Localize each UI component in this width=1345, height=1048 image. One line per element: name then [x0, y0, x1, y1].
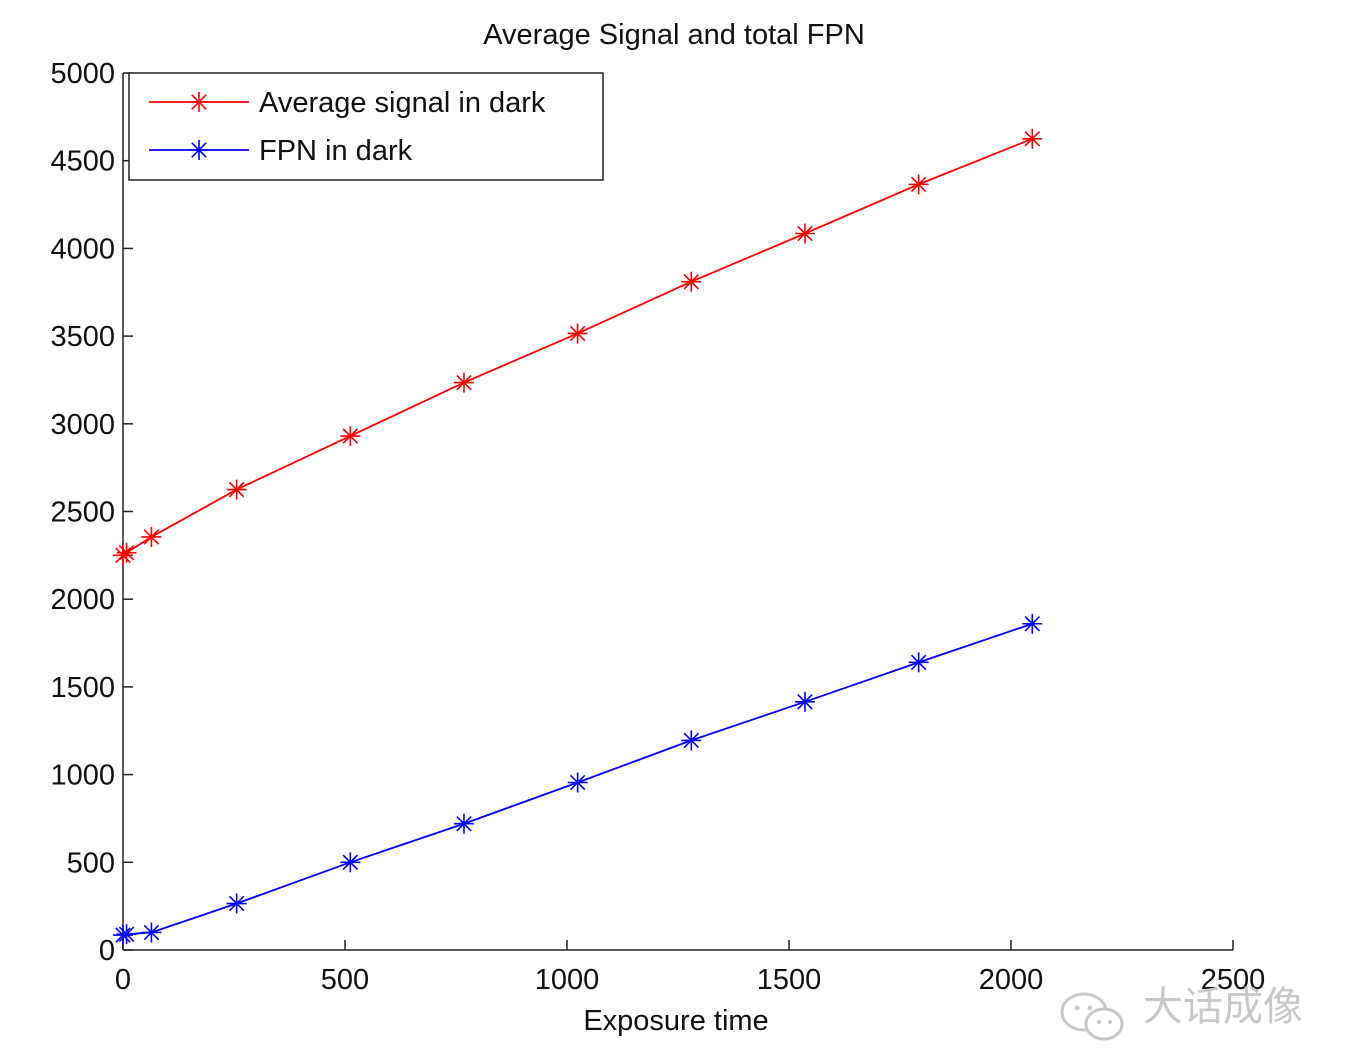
legend-label: FPN in dark: [259, 135, 413, 167]
watermark-text: 大话成像: [1143, 984, 1303, 1030]
data-point: [340, 426, 361, 447]
data-point: [567, 772, 588, 793]
x-tick-label: 0: [115, 964, 131, 996]
legend-marker: [189, 92, 209, 112]
y-tick-label: 0: [99, 935, 115, 967]
y-tick-label: 2500: [50, 497, 115, 529]
data-point: [141, 526, 162, 547]
data-point: [908, 174, 929, 195]
legend: Average signal in dark FPN in dark: [128, 72, 604, 181]
y-tick-label: 1000: [50, 760, 115, 792]
watermark: 大话成像: [1060, 984, 1303, 1041]
data-point: [116, 542, 137, 563]
data-point: [226, 893, 247, 914]
x-tick-label: 500: [321, 964, 369, 996]
y-tick-label: 3000: [50, 409, 115, 441]
data-point: [141, 922, 162, 943]
x-tick-label: 2000: [979, 964, 1044, 996]
data-point: [681, 271, 702, 292]
data-point: [908, 652, 929, 673]
data-point: [794, 691, 815, 712]
chart-title: Average Signal and total FPN: [483, 19, 865, 51]
y-tick-label: 3500: [50, 321, 115, 353]
wechat-icon: [1060, 992, 1124, 1041]
x-tick-label: 1500: [757, 964, 822, 996]
x-tick-label: 1000: [535, 964, 600, 996]
y-tick-label: 2000: [50, 584, 115, 616]
data-point: [794, 223, 815, 244]
legend-marker: [189, 140, 209, 160]
data-point: [1022, 613, 1043, 634]
y-tick-label: 4500: [50, 146, 115, 178]
plot-axes: [122, 73, 1233, 951]
legend-box: [128, 72, 604, 181]
x-axis-ticks: 0 500 1000 1500 2000 2500: [115, 940, 1265, 996]
data-point: [453, 813, 474, 834]
series-layer: [113, 128, 1043, 946]
data-point: [567, 323, 588, 344]
legend-item: FPN in dark: [149, 135, 413, 167]
y-tick-label: 500: [67, 847, 115, 879]
x-tick-label: 2500: [1201, 964, 1266, 996]
data-point: [116, 924, 137, 945]
legend-item: Average signal in dark: [149, 87, 546, 119]
y-tick-label: 1500: [50, 672, 115, 704]
legend-label: Average signal in dark: [259, 87, 546, 119]
x-axis-label: Exposure time: [583, 1005, 768, 1037]
data-point: [226, 479, 247, 500]
series-line-1: [122, 137, 1033, 557]
y-tick-label: 4000: [50, 233, 115, 265]
y-tick-label: 5000: [50, 58, 115, 90]
y-axis-ticks: 0 500 1000 1500 2000 2500 3000 3500 4000 4500 5000: [50, 58, 133, 967]
data-point: [113, 925, 133, 946]
data-point: [1022, 128, 1043, 149]
data-point: [340, 852, 361, 873]
data-point: [453, 372, 474, 393]
data-point: [681, 730, 702, 751]
